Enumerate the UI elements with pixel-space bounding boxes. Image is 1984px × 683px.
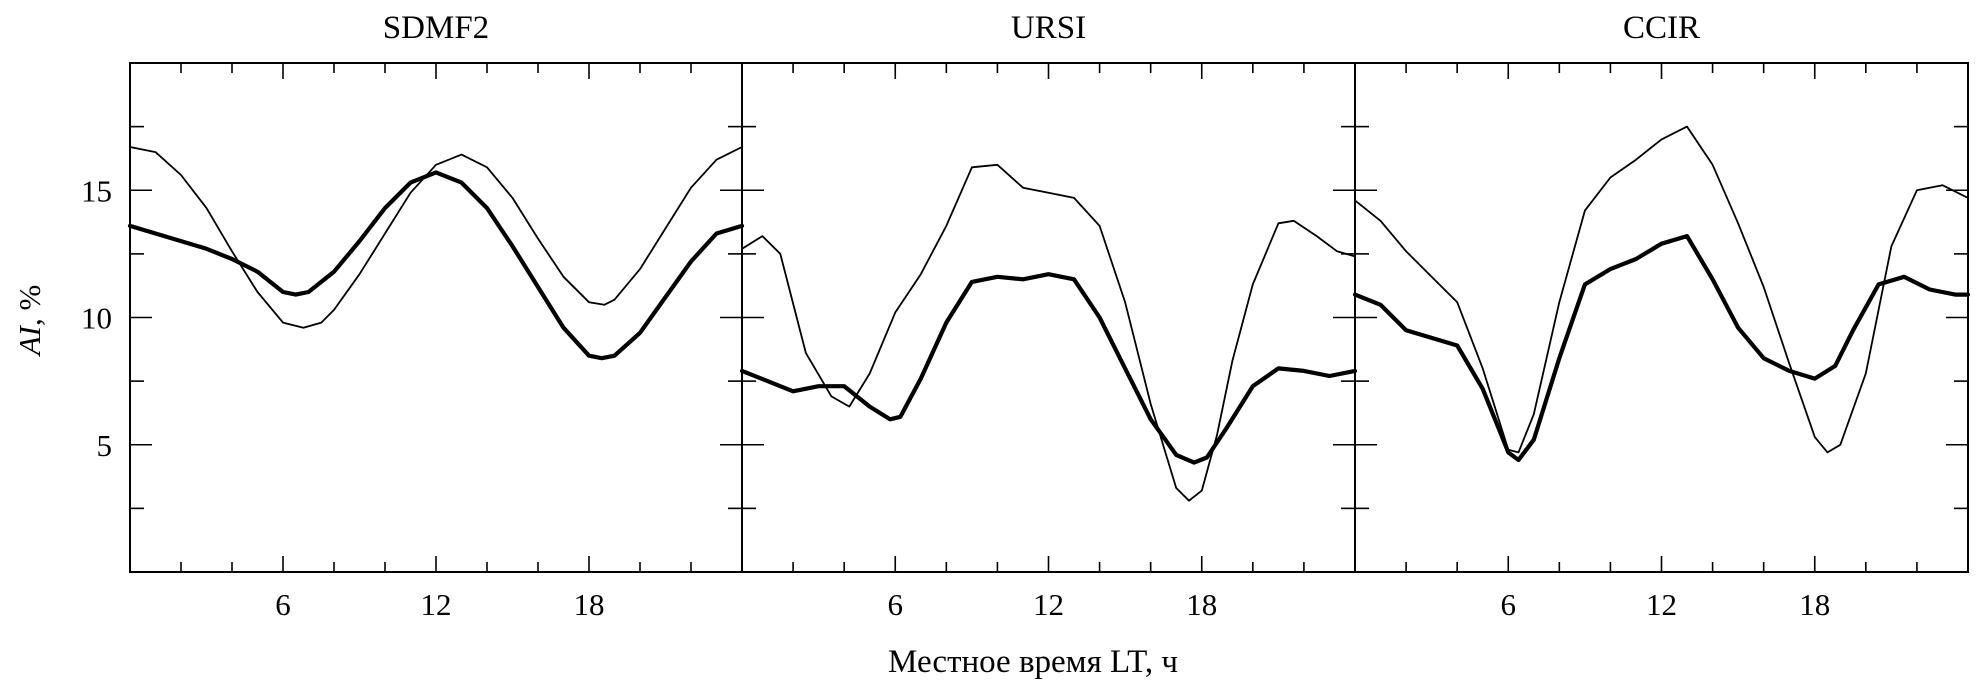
x-tick-label: 18: [1186, 587, 1217, 622]
y-axis-label-main: AI: [12, 324, 47, 357]
y-tick-label: 5: [97, 428, 113, 463]
x-tick-label: 18: [574, 587, 605, 622]
x-tick-label: 12: [1646, 587, 1677, 622]
x-tick-label: 12: [1033, 587, 1064, 622]
x-tick-label: 6: [888, 587, 904, 622]
panel-title: CCIR: [1623, 10, 1700, 46]
panel-sdmf2: 6 12 18 5 10 15 SDMF2: [81, 10, 745, 622]
series-line-thick: [127, 170, 745, 361]
x-tick-label: 6: [1501, 587, 1517, 622]
panel-title: SDMF2: [383, 10, 489, 46]
series-line-thin: [741, 163, 1356, 502]
panel-ccir: 6 12 18 CCIR: [1352, 10, 1971, 622]
series-line-thin: [1354, 125, 1969, 454]
y-tick-label: 10: [81, 301, 112, 336]
y-tick-label: 15: [81, 173, 112, 208]
series-line-thick: [1352, 234, 1971, 463]
x-axis-label: Местное время LT, ч: [888, 644, 1178, 680]
series-line-thick: [739, 272, 1358, 465]
panels: 6 12 18 5 10 15 SDMF2 6 12 18 URSI 6 12 18 CCIR: [81, 10, 1971, 622]
x-tick-label: 18: [1799, 587, 1830, 622]
x-tick-label: 12: [421, 587, 452, 622]
x-tick-label: 6: [275, 587, 291, 622]
series-line-thin: [129, 146, 743, 329]
panel-title: URSI: [1011, 10, 1086, 46]
panel-ursi: 6 12 18 URSI: [739, 10, 1358, 622]
y-axis-label: AI, %: [12, 285, 47, 358]
plot-frame: [741, 62, 1356, 573]
y-axis-label-unit: , %: [12, 285, 47, 326]
